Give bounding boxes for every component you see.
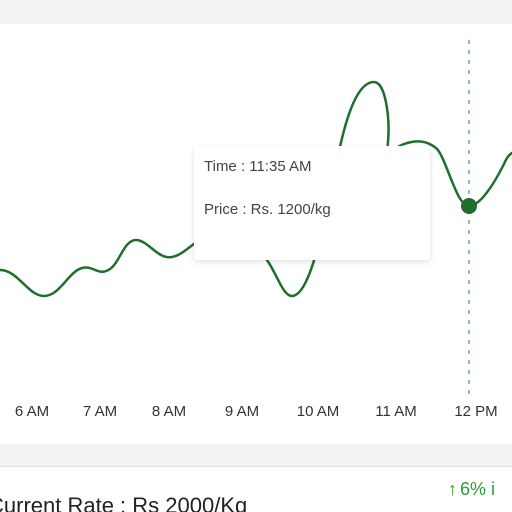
x-tick-label: 6 AM bbox=[14, 403, 50, 420]
price-chart-card[interactable]: Time : 11:35 AM Price : Rs. 1200/kg 6 AM… bbox=[0, 24, 512, 444]
selected-data-point[interactable] bbox=[461, 198, 477, 214]
tooltip-price: Price : Rs. 1200/kg bbox=[204, 201, 331, 218]
price-tooltip: Time : 11:35 AM Price : Rs. 1200/kg bbox=[194, 146, 430, 260]
tooltip-time: Time : 11:35 AM bbox=[204, 158, 312, 175]
rate-change-indicator: ↑ 6% i bbox=[448, 479, 495, 500]
x-tick-label: 12 PM bbox=[454, 403, 498, 420]
x-tick-label: 8 AM bbox=[151, 403, 187, 420]
current-rate-card: Current Rate : Rs 2000/Kg ↑ 6% i bbox=[0, 466, 512, 512]
price-chart[interactable] bbox=[0, 24, 512, 444]
price-line-series bbox=[0, 80, 512, 298]
x-tick-label: 9 AM bbox=[224, 403, 260, 420]
current-rate-text: Current Rate : Rs 2000/Kg bbox=[0, 493, 248, 512]
x-tick-label: 11 AM bbox=[375, 403, 417, 420]
x-tick-label: 7 AM bbox=[82, 403, 118, 420]
arrow-up-icon: ↑ bbox=[448, 479, 457, 499]
x-tick-label: 10 AM bbox=[296, 403, 340, 420]
rate-change-value: 6% i bbox=[460, 479, 496, 499]
